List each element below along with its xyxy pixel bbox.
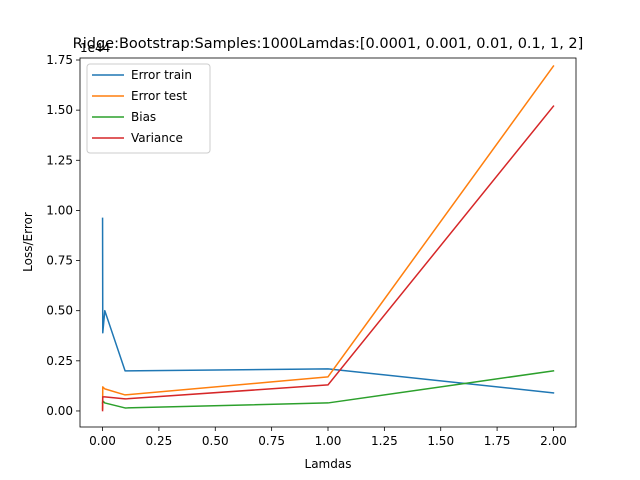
legend-box — [86, 63, 211, 154]
x-tick-label: 0.00 — [89, 434, 116, 448]
legend-items: Error train Error test Bias Variance — [92, 68, 192, 145]
series-line-variance — [101, 105, 555, 412]
y-axis-offset-text: 1e44 — [80, 41, 110, 55]
y-tick-label: 0.75 — [46, 254, 73, 268]
x-tick-label: 1.00 — [315, 434, 342, 448]
x-axis-label: Lamdas — [305, 457, 352, 471]
chart-title: Ridge:Bootstrap:Samples:1000Lamdas:[0.00… — [73, 36, 584, 52]
y-axis-ticks: 0.00 0.25 0.50 0.75 1.00 1.25 1.50 1.75 — [46, 53, 80, 418]
y-tick-label: 1.50 — [46, 103, 73, 117]
series-layer — [101, 64, 555, 412]
y-tick-label: 1.25 — [46, 153, 73, 167]
x-tick-label: 1.75 — [484, 434, 511, 448]
series-line-error-test — [101, 64, 555, 410]
x-tick-label: 1.25 — [371, 434, 398, 448]
x-tick-label: 1.50 — [427, 434, 454, 448]
x-tick-label: 0.75 — [258, 434, 285, 448]
y-tick-label: 0.25 — [46, 354, 73, 368]
plot-frame — [79, 57, 577, 428]
y-tick-label: 1.75 — [46, 53, 73, 67]
series-line-error-train — [101, 217, 555, 394]
legend-label: Bias — [131, 110, 156, 124]
legend-label: Error test — [131, 89, 187, 103]
y-tick-label: 1.00 — [46, 203, 73, 217]
x-axis-ticks: 0.00 0.25 0.50 0.75 1.00 1.25 1.50 1.75 2.00 — [89, 427, 567, 448]
x-tick-label: 0.25 — [146, 434, 173, 448]
legend-label: Error train — [131, 68, 192, 82]
x-tick-label: 0.50 — [202, 434, 229, 448]
y-tick-label: 0.00 — [46, 404, 73, 418]
x-tick-label: 2.00 — [540, 434, 567, 448]
legend: Error train Error test Bias Variance — [86, 63, 211, 154]
y-axis-label: Loss/Error — [21, 212, 35, 272]
y-tick-label: 0.50 — [46, 304, 73, 318]
legend-label: Variance — [131, 131, 183, 145]
